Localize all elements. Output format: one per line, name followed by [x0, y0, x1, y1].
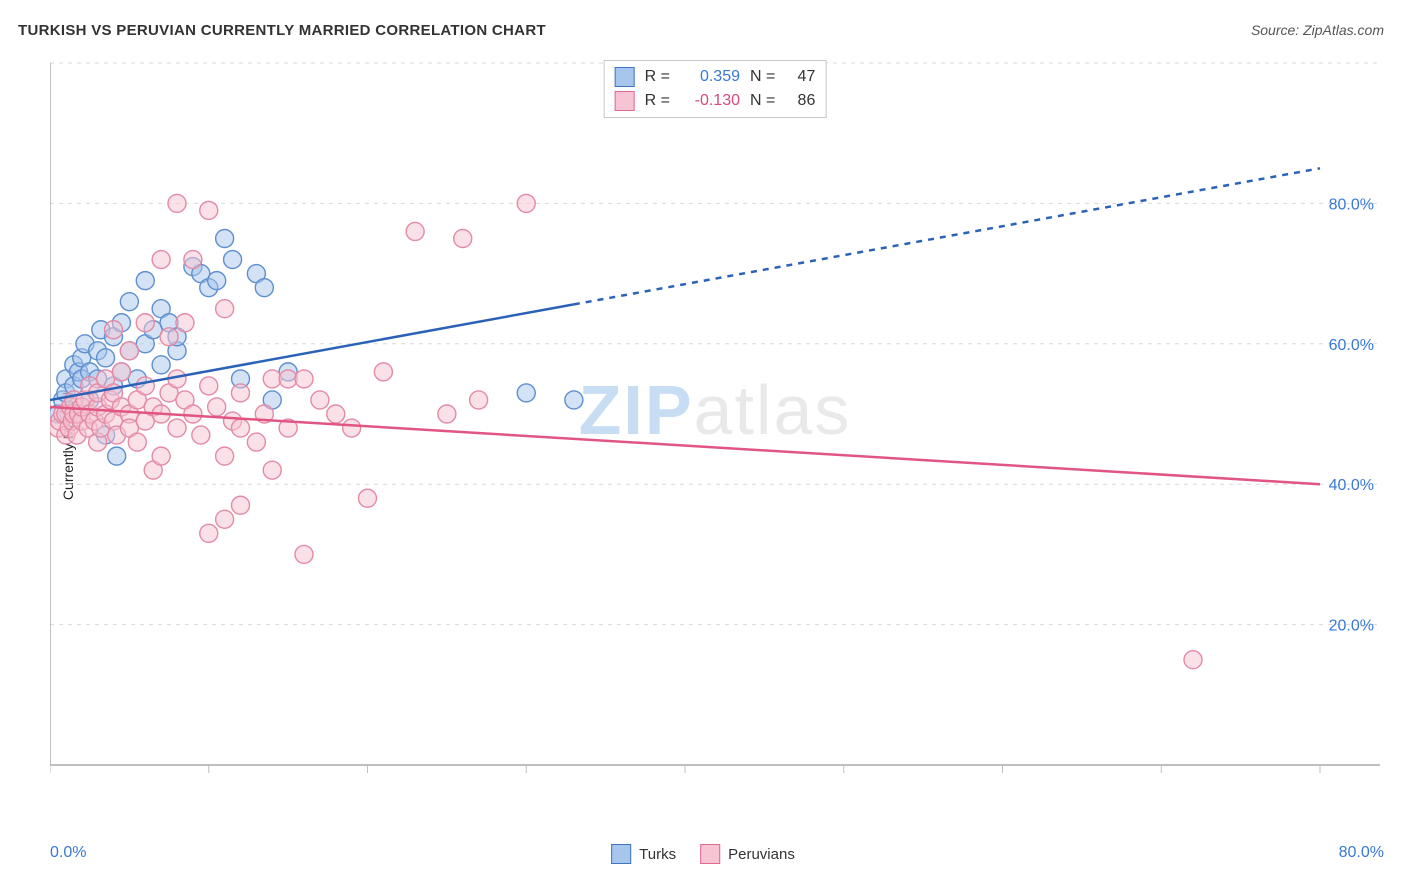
- scatter-chart-svg: 20.0% 40.0% 60.0% 80.0%: [50, 55, 1380, 795]
- r-value-peruvians: -0.130: [680, 92, 740, 110]
- n-value-peruvians: 86: [785, 92, 815, 110]
- stats-legend-row-peruvians: R = -0.130 N = 86: [615, 89, 816, 113]
- svg-text:20.0%: 20.0%: [1329, 618, 1374, 635]
- swatch-turks: [615, 67, 635, 87]
- chart-title: TURKISH VS PERUVIAN CURRENTLY MARRIED CO…: [18, 22, 546, 39]
- swatch-turks: [611, 844, 631, 864]
- legend-label-peruvians: Peruvians: [728, 846, 795, 863]
- legend-label-turks: Turks: [639, 846, 676, 863]
- swatch-peruvians: [700, 844, 720, 864]
- legend-item-turks: Turks: [611, 844, 676, 864]
- stats-legend-row-turks: R = 0.359 N = 47: [615, 65, 816, 89]
- svg-text:40.0%: 40.0%: [1329, 477, 1374, 494]
- axis-origin-label: 0.0%: [50, 844, 86, 862]
- r-label: R =: [645, 92, 670, 110]
- svg-text:60.0%: 60.0%: [1329, 337, 1374, 354]
- swatch-peruvians: [615, 91, 635, 111]
- legend-item-peruvians: Peruvians: [700, 844, 795, 864]
- n-label: N =: [750, 68, 775, 86]
- stats-legend: R = 0.359 N = 47 R = -0.130 N = 86: [604, 60, 827, 118]
- axis-xmax-label: 80.0%: [1339, 844, 1384, 862]
- svg-text:80.0%: 80.0%: [1329, 196, 1374, 213]
- source-attribution: Source: ZipAtlas.com: [1251, 22, 1384, 38]
- bottom-legend: Turks Peruvians: [611, 844, 795, 864]
- n-value-turks: 47: [785, 68, 815, 86]
- plot-area: ZIPatlas 20.0%40.0%60.0%80.0% R = 0.359 …: [50, 55, 1380, 795]
- r-label: R =: [645, 68, 670, 86]
- n-label: N =: [750, 92, 775, 110]
- r-value-turks: 0.359: [680, 68, 740, 86]
